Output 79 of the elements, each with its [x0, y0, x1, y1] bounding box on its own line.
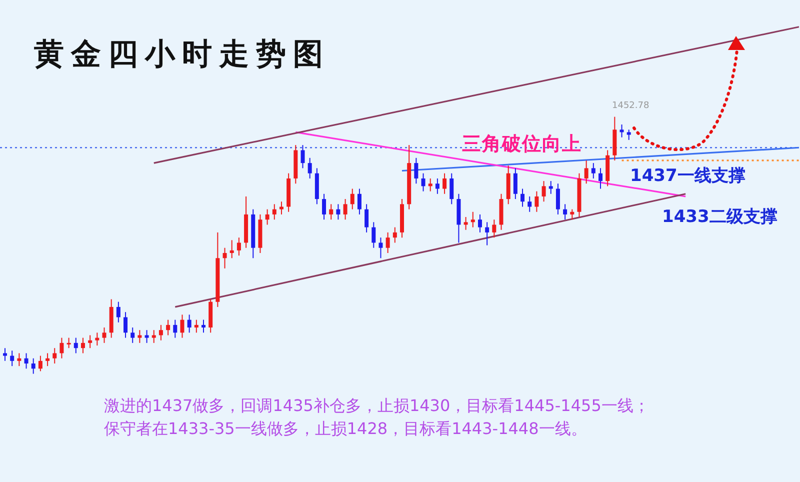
candlestick: [584, 160, 588, 184]
candlestick: [357, 188, 362, 215]
candlestick: [38, 355, 42, 372]
candlestick: [542, 180, 546, 202]
candlestick: [513, 168, 518, 200]
candlestick: [329, 204, 334, 220]
candlestick: [308, 157, 312, 179]
candlestick: [166, 319, 170, 336]
candlestick: [442, 172, 447, 194]
candlestick: [626, 129, 631, 140]
candlestick: [336, 204, 340, 220]
candlestick: [470, 211, 475, 228]
candlestick: [485, 222, 490, 246]
candlestick: [124, 312, 128, 338]
text: 保守者在1433-35一线做多，止损1428，目标看1443-1448一线。: [104, 419, 587, 440]
candlestick: [102, 327, 106, 344]
candlestick: [598, 168, 602, 190]
candlestick: [414, 157, 418, 184]
chart-title: 黄金四小时走势图: [34, 36, 330, 74]
candlestick: [138, 330, 142, 344]
candlestick: [428, 178, 432, 192]
candlestick: [350, 188, 354, 210]
candlestick: [130, 327, 135, 344]
candlestick: [464, 216, 468, 230]
candlestick: [236, 237, 241, 256]
candlestick: [492, 219, 496, 238]
candlestick: [272, 204, 276, 220]
candlestick: [556, 183, 560, 215]
candlestick: [52, 348, 57, 364]
candlestick: [202, 319, 206, 334]
candlestick: [10, 350, 14, 367]
candlestick: [300, 144, 305, 169]
candlestick: [116, 301, 120, 323]
candlestick: [24, 352, 28, 370]
candlestick: [570, 208, 574, 220]
candlestick: [230, 240, 234, 259]
candlestick: [435, 178, 440, 194]
candlestick: [46, 352, 50, 367]
candlestick: [95, 332, 100, 346]
candlestick: [144, 330, 149, 344]
candlestick: [450, 172, 454, 205]
candlestick: [31, 358, 36, 374]
candlestick: [222, 247, 227, 269]
candlestick: [88, 334, 92, 349]
candlestick: [194, 319, 198, 334]
candlestick: [620, 124, 624, 138]
candlestick: [279, 201, 284, 215]
candlestick: [17, 352, 22, 367]
candlestick: [478, 214, 482, 233]
candlestick: [548, 180, 553, 194]
candlestick: [392, 226, 397, 244]
annotation: 1437一线支撑: [630, 165, 746, 187]
candlestick: [528, 196, 532, 212]
candlestick: [60, 337, 64, 359]
text: 激进的1437做多，回调1435补仓多，止损1430，目标看1445-1455一线；: [104, 396, 650, 417]
candlestick: [563, 204, 568, 220]
annotation: 1433二级支撑: [662, 206, 778, 228]
candlestick: [421, 172, 426, 192]
candlestick: [378, 237, 383, 259]
candlestick: [591, 162, 596, 179]
candlestick: [187, 314, 192, 334]
candlestick: [520, 188, 525, 208]
candlestick: [343, 198, 348, 220]
candlestick: [364, 204, 369, 233]
candlestick: [386, 232, 390, 254]
candlestick: [158, 324, 163, 341]
candlestick: [3, 348, 7, 362]
text: 1452.78: [612, 101, 650, 111]
candlestick: [173, 319, 178, 338]
annotation: 三角破位向上: [462, 132, 582, 157]
candlestick: [152, 330, 156, 344]
candlestick: [66, 337, 71, 349]
candlestick: [180, 314, 184, 338]
candlestick: [80, 337, 85, 354]
candlestick: [534, 190, 539, 212]
candlestick: [74, 337, 78, 354]
candlestick: [265, 208, 270, 226]
candlestick: [372, 222, 376, 248]
candlestick: [322, 193, 326, 220]
